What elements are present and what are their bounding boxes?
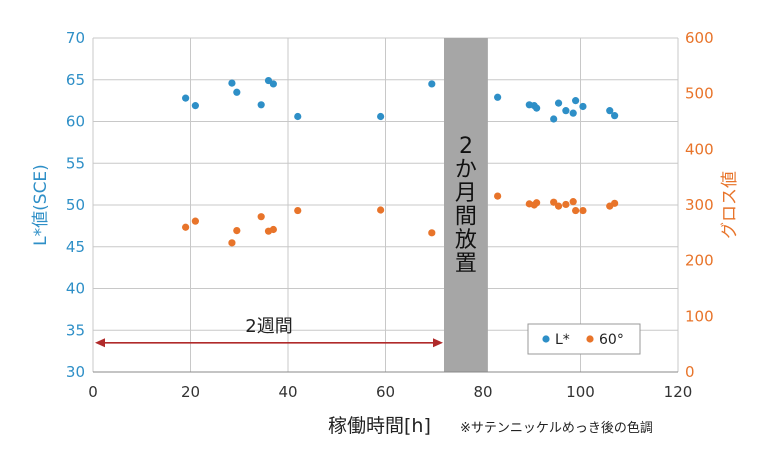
point-l [377,112,385,121]
left-tick-label: 50 [66,196,85,214]
point-gloss [572,206,580,215]
point-gloss [228,239,236,247]
point-l [269,80,277,88]
point-gloss [494,192,502,200]
right-tick-label: 0 [685,363,695,381]
point-gloss [257,213,265,221]
point-gloss [611,199,619,207]
point-gloss [550,198,558,206]
point-gloss [562,200,570,209]
legend-label-gloss: 60° [599,332,624,348]
point-l [562,107,570,115]
point-gloss [269,225,277,234]
left-tick-label: 30 [66,363,85,381]
left-axis-ticks: 30 35 40 45 50 55 60 65 70 [66,29,85,381]
legend-label-l: L* [555,332,570,348]
point-l [569,109,577,117]
point-l [233,88,241,96]
point-l [550,115,558,123]
x-tick-label: 40 [278,383,297,401]
legend-marker-gloss [586,335,594,343]
legend-marker-l [542,335,550,343]
point-l [191,102,199,110]
band-label-char: 2 [459,134,473,159]
chart-note: ※サテンニッケルめっき後の色調 [460,420,653,436]
left-tick-label: 70 [66,29,85,47]
point-gloss [554,202,563,210]
x-tick-label: 80 [473,383,492,401]
x-axis-ticks: 0 20 40 60 80 100 120 [88,383,692,401]
x-tick-label: 100 [566,383,595,401]
left-tick-label: 45 [66,238,85,256]
point-gloss [569,198,577,206]
point-gloss [533,199,541,207]
point-gloss [233,227,241,235]
left-tick-label: 60 [66,113,85,131]
band-label-char: 置 [455,252,477,277]
point-l [606,107,614,115]
right-tick-label: 300 [685,196,714,214]
left-tick-label: 35 [66,321,85,339]
point-l [182,94,190,102]
x-tick-label: 60 [376,383,395,401]
point-gloss [377,206,385,214]
point-gloss [428,229,436,237]
point-gloss [294,206,302,215]
right-tick-label: 200 [685,252,714,270]
range-label: 2週間 [245,316,292,337]
right-tick-label: 400 [685,140,714,158]
point-l [533,104,541,112]
x-tick-label: 20 [181,383,200,401]
point-l [228,79,236,87]
data-points [182,76,619,247]
x-tick-label: 0 [88,383,98,401]
point-l [294,112,302,121]
y-axis-right-label: グロス値 [720,171,740,239]
legend: L* 60° [527,323,641,355]
point-l [554,99,563,107]
grid-lines [92,37,679,373]
point-l [572,97,580,105]
left-tick-label: 65 [66,71,85,89]
band-label-char: 間 [455,205,477,230]
left-tick-label: 40 [66,280,85,298]
point-gloss [191,217,199,225]
point-l [494,93,502,101]
point-gloss [182,223,190,231]
point-l [257,101,265,109]
x-axis-label: 稼働時間[h] [328,415,431,437]
point-l [611,112,619,120]
point-gloss [579,206,587,215]
right-axis-ticks: 0 100 200 300 400 500 600 [685,29,714,381]
range-arrow-head-left [95,338,105,348]
right-tick-label: 600 [685,29,714,47]
band-label-char: 月 [455,181,477,206]
y-axis-left-label: L*値(SCE) [31,164,51,246]
two-week-range: 2週間 [95,316,443,348]
x-tick-label: 120 [664,383,693,401]
range-arrow-head-right [433,338,443,348]
left-tick-label: 55 [66,154,85,172]
idle-period-band [444,38,488,372]
band-label-char: か [455,158,477,183]
right-tick-label: 100 [685,307,714,325]
point-l [579,102,587,111]
band-label-char: 放 [455,228,477,253]
point-l [428,80,436,88]
right-tick-label: 500 [685,85,714,103]
